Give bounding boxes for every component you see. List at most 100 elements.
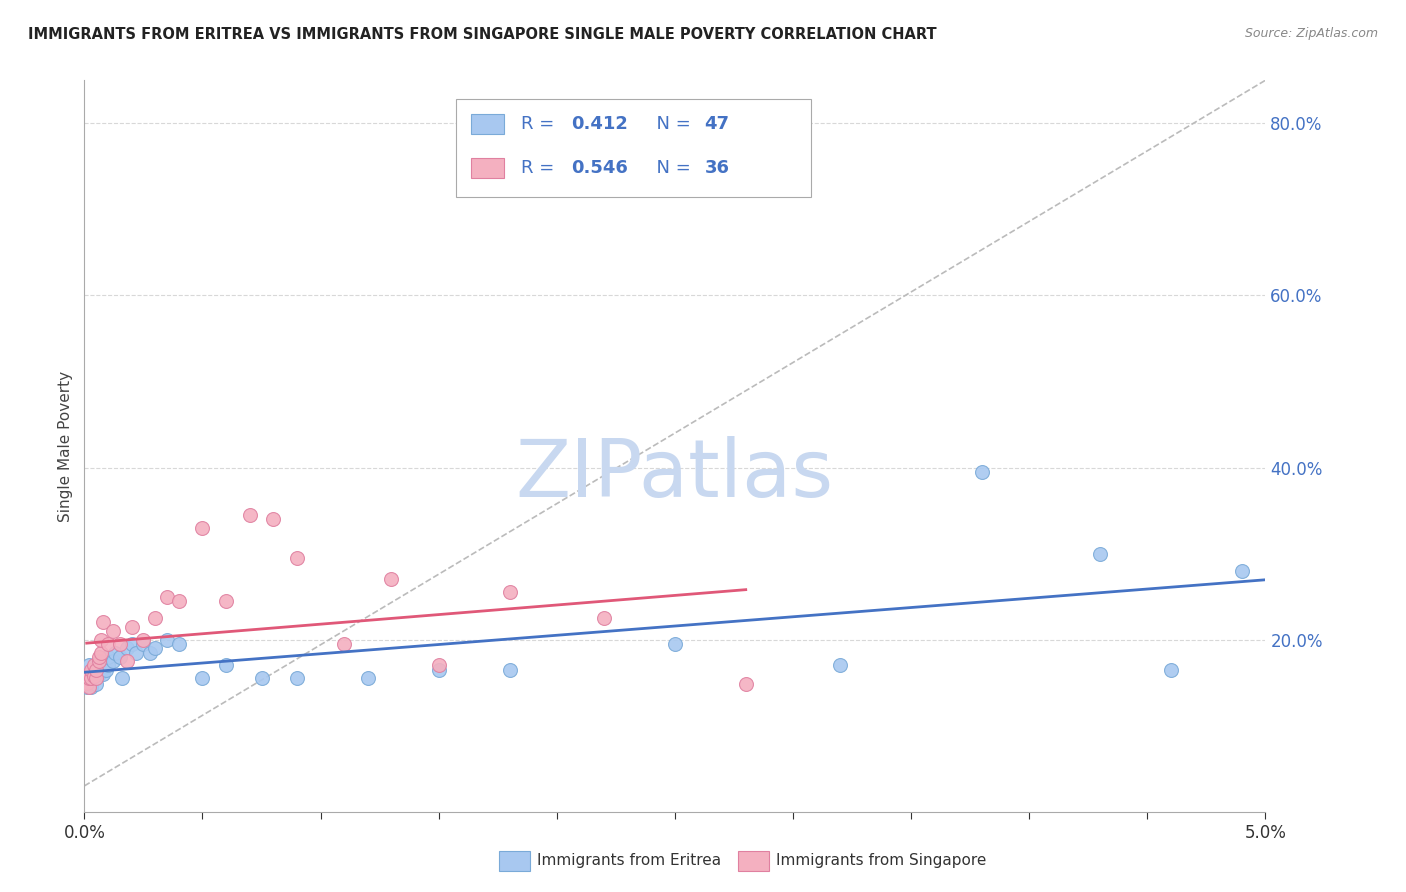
- Point: [87, 649, 110, 664]
- Point: [80, 671, 103, 685]
- Point: [77, 675, 100, 690]
- Point: [77, 658, 100, 673]
- Point: [80, 675, 103, 690]
- Point: [90, 654, 112, 668]
- FancyBboxPatch shape: [471, 114, 503, 135]
- Point: [970, 465, 993, 479]
- Point: [97, 658, 120, 673]
- Point: [83, 658, 105, 673]
- Text: IMMIGRANTS FROM ERITREA VS IMMIGRANTS FROM SINGAPORE SINGLE MALE POVERTY CORRELA: IMMIGRANTS FROM ERITREA VS IMMIGRANTS FR…: [28, 27, 936, 42]
- Point: [285, 550, 308, 565]
- Text: R =: R =: [522, 115, 561, 133]
- Point: [83, 665, 105, 679]
- Point: [250, 671, 273, 685]
- Point: [108, 637, 131, 651]
- Point: [76, 671, 98, 685]
- Point: [84, 677, 107, 691]
- Point: [83, 669, 105, 683]
- Point: [1230, 564, 1253, 578]
- Point: [143, 611, 166, 625]
- Point: [80, 671, 103, 685]
- Point: [108, 649, 131, 664]
- Point: [498, 585, 520, 599]
- Point: [215, 658, 238, 673]
- Y-axis label: Single Male Poverty: Single Male Poverty: [58, 370, 73, 522]
- Point: [111, 671, 134, 685]
- Point: [262, 512, 284, 526]
- Text: 0.412: 0.412: [571, 115, 628, 133]
- Point: [357, 671, 380, 685]
- Point: [76, 667, 98, 681]
- Point: [191, 671, 214, 685]
- Point: [76, 671, 98, 685]
- Point: [101, 624, 124, 638]
- Point: [84, 671, 107, 685]
- Point: [80, 663, 103, 677]
- Text: ZIPatlas: ZIPatlas: [516, 436, 834, 515]
- Point: [1160, 663, 1182, 677]
- Point: [76, 675, 98, 690]
- Point: [76, 680, 98, 694]
- Point: [380, 573, 402, 587]
- Point: [156, 590, 179, 604]
- Point: [830, 658, 852, 673]
- Point: [97, 649, 120, 664]
- Point: [77, 667, 100, 681]
- Text: Immigrants from Eritrea: Immigrants from Eritrea: [537, 854, 721, 868]
- FancyBboxPatch shape: [471, 158, 503, 178]
- Point: [121, 637, 143, 651]
- Point: [97, 637, 120, 651]
- Point: [115, 641, 138, 656]
- Point: [87, 654, 110, 668]
- Point: [121, 620, 143, 634]
- Point: [427, 663, 450, 677]
- Point: [104, 646, 127, 660]
- Text: Immigrants from Singapore: Immigrants from Singapore: [776, 854, 987, 868]
- Text: N =: N =: [645, 115, 697, 133]
- Text: N =: N =: [645, 159, 697, 177]
- Point: [90, 632, 112, 647]
- Point: [77, 671, 100, 685]
- FancyBboxPatch shape: [457, 99, 811, 197]
- Text: R =: R =: [522, 159, 561, 177]
- Point: [115, 654, 138, 668]
- Point: [80, 680, 103, 694]
- Point: [83, 669, 105, 683]
- Point: [125, 646, 148, 660]
- Point: [498, 663, 520, 677]
- Point: [90, 665, 112, 680]
- Point: [101, 654, 124, 668]
- Point: [84, 663, 107, 677]
- Text: 47: 47: [704, 115, 730, 133]
- Point: [734, 677, 756, 691]
- Point: [132, 637, 155, 651]
- Text: 0.546: 0.546: [571, 159, 628, 177]
- Point: [84, 671, 107, 685]
- Point: [167, 594, 190, 608]
- Point: [285, 671, 308, 685]
- Text: 36: 36: [704, 159, 730, 177]
- Point: [91, 615, 114, 630]
- Point: [77, 680, 100, 694]
- Point: [333, 637, 356, 651]
- Point: [94, 663, 117, 677]
- Point: [1088, 547, 1111, 561]
- Point: [77, 677, 100, 691]
- Point: [191, 521, 214, 535]
- Point: [90, 646, 112, 660]
- Point: [427, 658, 450, 673]
- Point: [139, 646, 162, 660]
- Point: [239, 508, 262, 522]
- Point: [593, 611, 616, 625]
- Point: [167, 637, 190, 651]
- Point: [87, 658, 110, 673]
- Point: [215, 594, 238, 608]
- Point: [664, 637, 686, 651]
- Point: [77, 671, 100, 685]
- Point: [87, 667, 110, 681]
- Text: Source: ZipAtlas.com: Source: ZipAtlas.com: [1244, 27, 1378, 40]
- Point: [132, 632, 155, 647]
- Point: [143, 641, 166, 656]
- Point: [156, 632, 179, 647]
- Point: [91, 667, 114, 681]
